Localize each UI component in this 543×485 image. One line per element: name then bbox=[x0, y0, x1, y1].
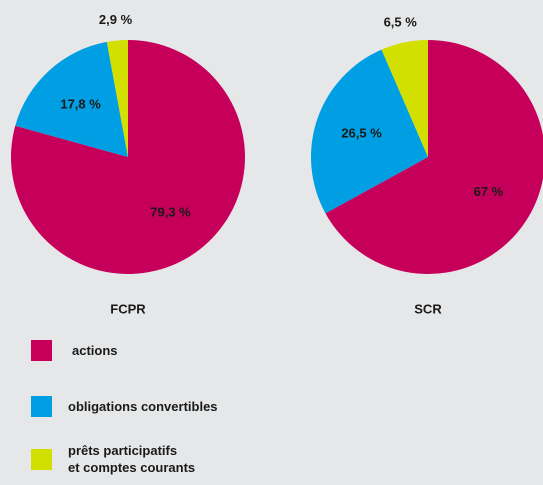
pie-slice bbox=[11, 40, 246, 274]
slice-label: 6,5 % bbox=[384, 14, 418, 29]
pie-slice bbox=[381, 40, 428, 157]
legend-label: actions bbox=[72, 343, 118, 358]
legend-label: obligations convertibles bbox=[68, 399, 218, 414]
slice-label: 26,5 % bbox=[341, 126, 382, 141]
legend-swatch bbox=[31, 340, 52, 361]
pie-slice bbox=[106, 40, 128, 157]
slice-label: 2,9 % bbox=[99, 12, 133, 27]
slice-label: 79,3 % bbox=[150, 204, 191, 219]
chart-title: FCPR bbox=[110, 301, 146, 316]
legend-label: prêts participatifs et comptes courants bbox=[68, 443, 196, 475]
pie-slice bbox=[310, 49, 428, 214]
pie-slice bbox=[325, 40, 543, 274]
legend-swatch bbox=[31, 396, 52, 417]
legend-swatch bbox=[31, 449, 52, 470]
slice-label: 17,8 % bbox=[60, 97, 101, 112]
chart-title: SCR bbox=[414, 301, 442, 316]
slice-label: 67 % bbox=[474, 184, 504, 199]
pie-slice bbox=[15, 41, 128, 157]
